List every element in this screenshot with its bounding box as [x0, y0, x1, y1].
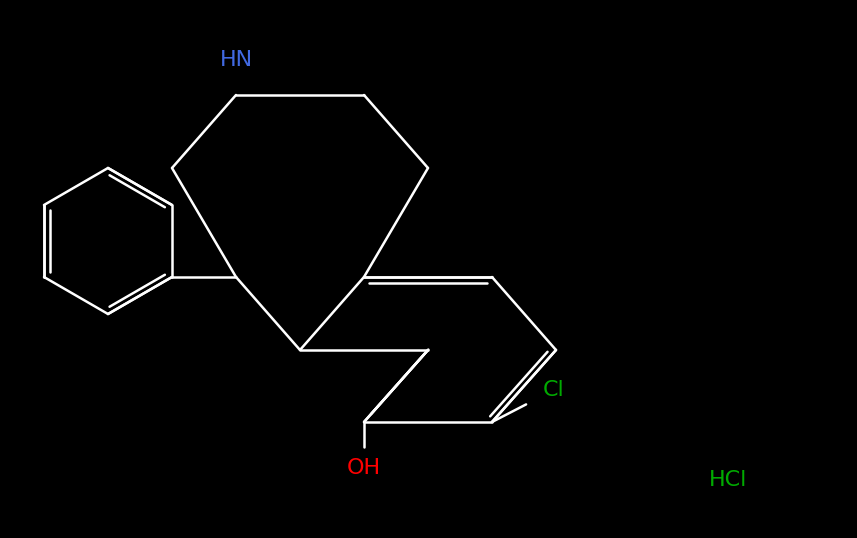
Text: Cl: Cl	[543, 380, 565, 400]
Text: HCl: HCl	[709, 470, 747, 490]
Text: HN: HN	[219, 50, 253, 70]
Text: OH: OH	[347, 458, 381, 478]
